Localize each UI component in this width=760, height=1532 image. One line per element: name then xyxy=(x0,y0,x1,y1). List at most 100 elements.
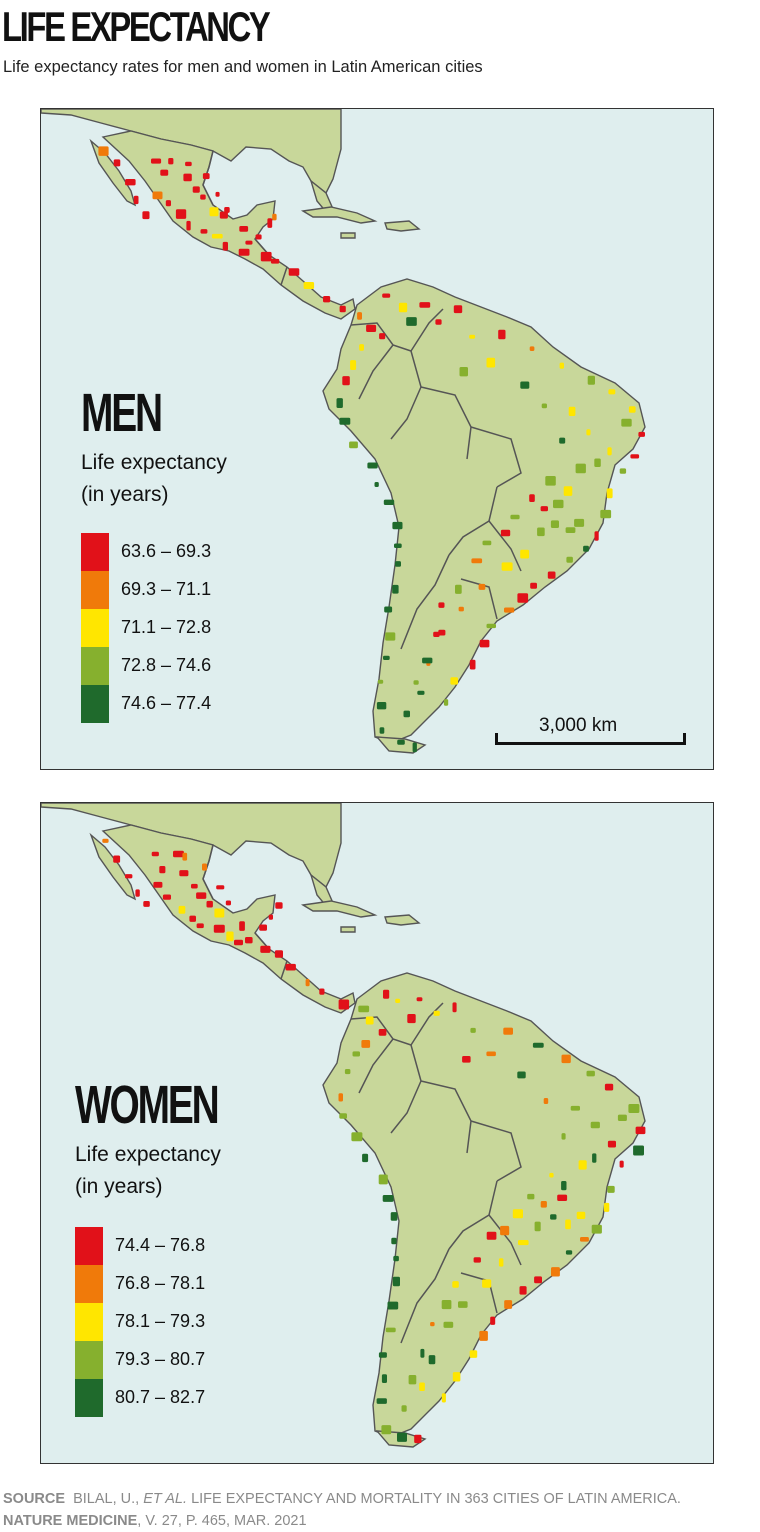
country-border xyxy=(358,1038,394,1094)
city-marker xyxy=(628,406,636,413)
city-marker xyxy=(541,403,547,409)
hispaniola-land xyxy=(384,914,421,926)
city-marker xyxy=(419,1382,425,1391)
legend-label: 63.6 – 69.3 xyxy=(121,541,212,561)
country-border xyxy=(410,1002,444,1046)
city-marker xyxy=(224,207,230,213)
legend-swatch xyxy=(75,1379,103,1417)
city-marker xyxy=(438,629,446,636)
city-marker xyxy=(607,447,612,456)
legend-label: 79.3 – 80.7 xyxy=(115,1349,206,1369)
city-marker xyxy=(412,742,417,753)
city-marker xyxy=(339,305,346,313)
legend-label: 72.8 – 74.6 xyxy=(121,655,212,675)
legend-label: 80.7 – 82.7 xyxy=(115,1387,206,1407)
city-marker xyxy=(482,1279,492,1288)
city-marker xyxy=(225,900,231,906)
city-marker xyxy=(215,191,220,197)
city-marker xyxy=(504,607,515,613)
city-marker xyxy=(183,173,192,182)
city-marker xyxy=(586,429,591,436)
city-marker xyxy=(98,146,109,156)
city-marker xyxy=(358,1005,370,1013)
source-journal: NATURE MEDICINE xyxy=(3,1513,138,1529)
city-marker xyxy=(390,1212,398,1221)
city-marker xyxy=(469,334,476,339)
city-marker xyxy=(452,1372,461,1382)
city-marker xyxy=(378,1352,387,1358)
map-panel-men: MEN Life expectancy (in years) 63.6 – 69… xyxy=(40,108,714,770)
city-marker xyxy=(470,1027,476,1033)
country-border xyxy=(390,350,422,440)
country-border xyxy=(420,386,472,460)
country-border xyxy=(280,960,288,980)
scale-bar-tick xyxy=(495,733,498,745)
city-marker xyxy=(608,389,616,395)
city-marker xyxy=(486,357,496,368)
map-women xyxy=(41,803,646,1448)
city-marker xyxy=(238,248,250,256)
chart-title: LIFE EXPECTANCY xyxy=(2,3,271,50)
city-marker xyxy=(459,367,468,377)
legend-swatch xyxy=(81,647,109,685)
city-marker xyxy=(590,1121,600,1129)
city-marker xyxy=(441,1300,452,1310)
scale-bar-label: 3,000 km xyxy=(539,715,618,736)
source-authors: BILAL, U., xyxy=(73,1491,140,1507)
city-marker xyxy=(512,1209,523,1219)
city-marker xyxy=(211,233,223,239)
city-marker xyxy=(270,258,280,264)
city-marker xyxy=(453,305,463,314)
city-marker xyxy=(178,905,186,914)
city-marker xyxy=(469,1350,478,1358)
city-marker xyxy=(143,901,150,907)
source-note: SOURCE BILAL, U., ET AL. LIFE EXPECTANCY… xyxy=(3,1488,743,1532)
cuba-land xyxy=(300,900,378,918)
legend-swatch xyxy=(75,1227,103,1265)
south-america-land xyxy=(322,278,646,744)
city-marker xyxy=(517,1071,526,1079)
legend-heading: MEN xyxy=(81,383,163,443)
city-marker xyxy=(159,866,166,874)
city-marker xyxy=(407,1014,416,1024)
city-marker xyxy=(529,494,535,502)
city-marker xyxy=(561,1054,571,1064)
legend-item-4: 79.3 – 80.7 xyxy=(75,1341,275,1379)
city-marker xyxy=(285,963,296,971)
city-marker xyxy=(395,998,401,1003)
legend-item-1: 63.6 – 69.3 xyxy=(81,533,281,571)
city-marker xyxy=(305,979,310,987)
city-marker xyxy=(352,1051,360,1057)
city-marker xyxy=(479,639,490,648)
city-marker xyxy=(417,690,425,695)
city-marker xyxy=(382,293,391,298)
city-marker xyxy=(336,398,343,408)
city-marker xyxy=(583,545,589,552)
city-marker xyxy=(517,593,529,603)
city-marker xyxy=(419,302,431,308)
city-marker xyxy=(387,1301,399,1310)
city-marker xyxy=(379,727,385,734)
hispaniola-land xyxy=(384,220,421,232)
city-marker xyxy=(462,1056,471,1063)
city-marker xyxy=(209,207,219,217)
city-marker xyxy=(213,924,225,933)
city-marker xyxy=(260,945,271,953)
legend-label: 74.4 – 76.8 xyxy=(115,1235,206,1255)
city-marker xyxy=(191,883,198,889)
country-border xyxy=(448,1180,498,1250)
city-marker xyxy=(473,1257,481,1263)
city-marker xyxy=(182,852,188,861)
city-marker xyxy=(376,702,387,710)
city-marker xyxy=(255,234,262,240)
city-marker xyxy=(401,1405,407,1412)
city-marker xyxy=(568,406,576,416)
legend-item-2: 69.3 – 71.1 xyxy=(81,571,281,609)
city-marker xyxy=(392,584,399,594)
city-marker xyxy=(367,462,378,469)
city-marker xyxy=(392,1276,400,1287)
city-marker xyxy=(338,999,350,1010)
jamaica-land xyxy=(340,232,356,239)
city-marker xyxy=(350,360,357,370)
city-marker xyxy=(532,1042,544,1048)
